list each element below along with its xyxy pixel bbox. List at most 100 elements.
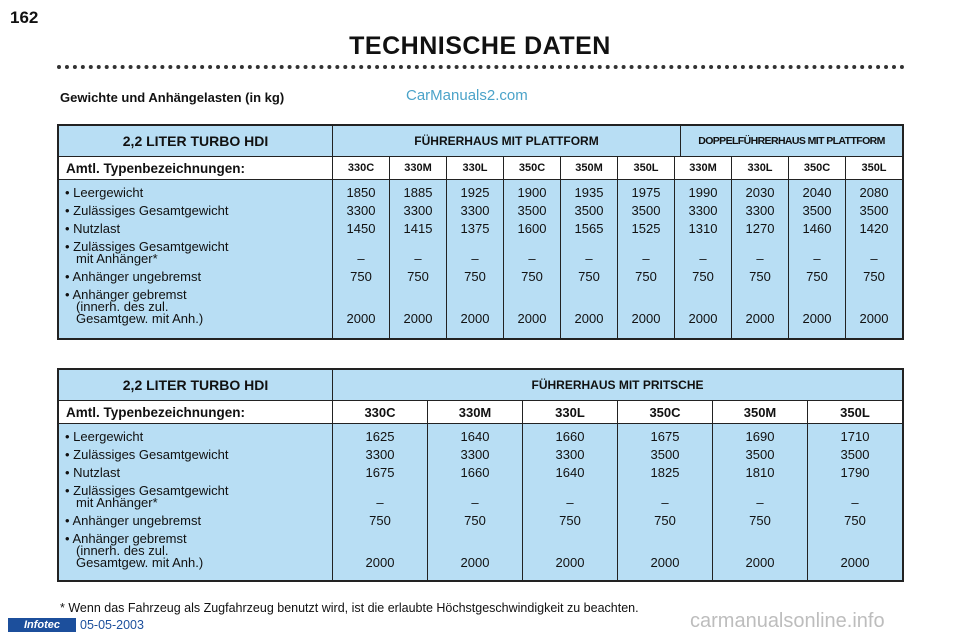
table-cell: 2000 [365,555,395,570]
type-code-header: 350L [807,401,902,423]
table-cell: 1990 [688,185,718,200]
table-cell: 3300 [745,203,775,218]
table-cell: 3500 [745,447,775,462]
table-cell: 750 [654,513,676,528]
table-cell: 1675 [365,465,395,480]
table-cell: 750 [749,269,771,284]
table-cell: 2000 [631,311,661,326]
table-cell: 3500 [840,447,870,462]
group-header-platform: FÜHRERHAUS MIT PLATTFORM [332,126,680,156]
table-cell: 750 [369,513,391,528]
table-cell: 1690 [745,429,775,444]
page-title: TECHNISCHE DATEN [349,32,611,60]
type-code-header: 330L [446,157,503,179]
table-cell: 1415 [403,221,433,236]
type-code-header: 330L [522,401,617,423]
type-code-header: 330M [674,157,731,179]
table-cell: 1375 [460,221,490,236]
table-cell: 2000 [840,555,870,570]
table-cell: 3300 [460,203,490,218]
table-cell: 1525 [631,221,661,236]
table-body: • Leergewicht • Zulässiges Gesamtgewicht •… [59,424,902,582]
row-label: • Anhänger ungebremst [65,513,202,528]
row-label: (innerh. des zul. [76,543,169,558]
table-cell: 1660 [460,465,490,480]
table-cell: 2000 [517,311,547,326]
type-code-header: 330C [332,401,427,423]
table-cell: 3300 [688,203,718,218]
page-number: 162 [10,8,39,27]
value-column: 2080 3500 1420 – 750 2000 [845,180,902,340]
table-cell: 2000 [574,311,604,326]
table-cell: 3500 [802,203,832,218]
type-code-header: 350L [845,157,902,179]
weights-table-platform: 2,2 LITER TURBO HDI FÜHRERHAUS MIT PLATT… [57,124,904,340]
type-code-header: 350C [788,157,845,179]
table-header: 2,2 LITER TURBO HDI FÜHRERHAUS MIT PLATT… [59,126,902,157]
weights-table-pickup: 2,2 LITER TURBO HDI FÜHRERHAUS MIT PRITS… [57,368,904,582]
table-cell: 750 [635,269,657,284]
table-cell: 1925 [460,185,490,200]
table-cell: 1460 [802,221,832,236]
table-cell: 1640 [555,465,585,480]
table-cell: 1935 [574,185,604,200]
table-cell: 2040 [802,185,832,200]
table-cell: 1420 [859,221,889,236]
table-cell: 1810 [745,465,775,480]
footer-date: 05-05-2003 [80,618,144,632]
table-cell: 1885 [403,185,433,200]
type-code-header: 350C [617,401,712,423]
table-cell: 750 [521,269,543,284]
row-label: mit Anhänger* [76,495,158,510]
type-code-header: 350L [617,157,674,179]
row-labels: • Leergewicht • Zulässiges Gesamtgewicht •… [59,424,332,582]
row-label: Gesamtgew. mit Anh.) [76,555,204,570]
table-cell: – [756,251,764,266]
value-column: 1625 3300 1675 – 750 2000 [332,424,427,582]
group-header-double-cab: DOPPELFÜHRERHAUS MIT PLATTFORM [680,126,902,156]
table-cell: 3500 [517,203,547,218]
table-cell: 3300 [403,203,433,218]
row-label: Gesamtgew. mit Anh.) [76,311,204,326]
table-cell: 1270 [745,221,775,236]
type-code-header: 330M [389,157,446,179]
table-cell: 2000 [802,311,832,326]
row-label: • Anhänger ungebremst [65,269,202,284]
dotted-divider [57,65,905,69]
table-cell: 750 [464,269,486,284]
row-label: • Anhänger gebremst [65,287,187,302]
table-cell: 3300 [365,447,395,462]
watermark-bottom: carmanualsonline.info [690,610,885,632]
type-code-header: 330L [731,157,788,179]
table-cell: 1625 [365,429,395,444]
table-cell: 3500 [574,203,604,218]
table-cell: 2000 [650,555,680,570]
section-caption: Gewichte und Anhängelasten (in kg) [60,90,285,105]
table-cell: 2000 [859,311,889,326]
table-cell: – [471,251,479,266]
table-cell: – [357,251,365,266]
value-column: 1885 3300 1415 – 750 2000 [389,180,446,340]
type-code-header: 330M [427,401,522,423]
table-header: 2,2 LITER TURBO HDI FÜHRERHAUS MIT PRITS… [59,370,902,401]
type-code-header: 330C [332,157,389,179]
table-cell: 1710 [840,429,870,444]
table-cell: 1975 [631,185,661,200]
table-cell: 1640 [460,429,490,444]
table-cell: 750 [692,269,714,284]
table-cell: 1900 [517,185,547,200]
table-cell: 3500 [859,203,889,218]
type-code-header: 350M [712,401,807,423]
value-column: 2040 3500 1460 – 750 2000 [788,180,845,340]
table-cell: – [851,495,859,510]
table-cell: 750 [464,513,486,528]
table-cell: 2000 [460,555,490,570]
value-column: 1900 3500 1600 – 750 2000 [503,180,560,340]
table-cell: 1790 [840,465,870,480]
table-cell: – [661,495,669,510]
value-column: 1640 3300 1660 – 750 2000 [427,424,522,582]
table-cell: 1675 [650,429,680,444]
infotec-logo: Infotec [8,618,76,632]
row-label: • Nutzlast [65,465,121,480]
table-cell: 2000 [403,311,433,326]
